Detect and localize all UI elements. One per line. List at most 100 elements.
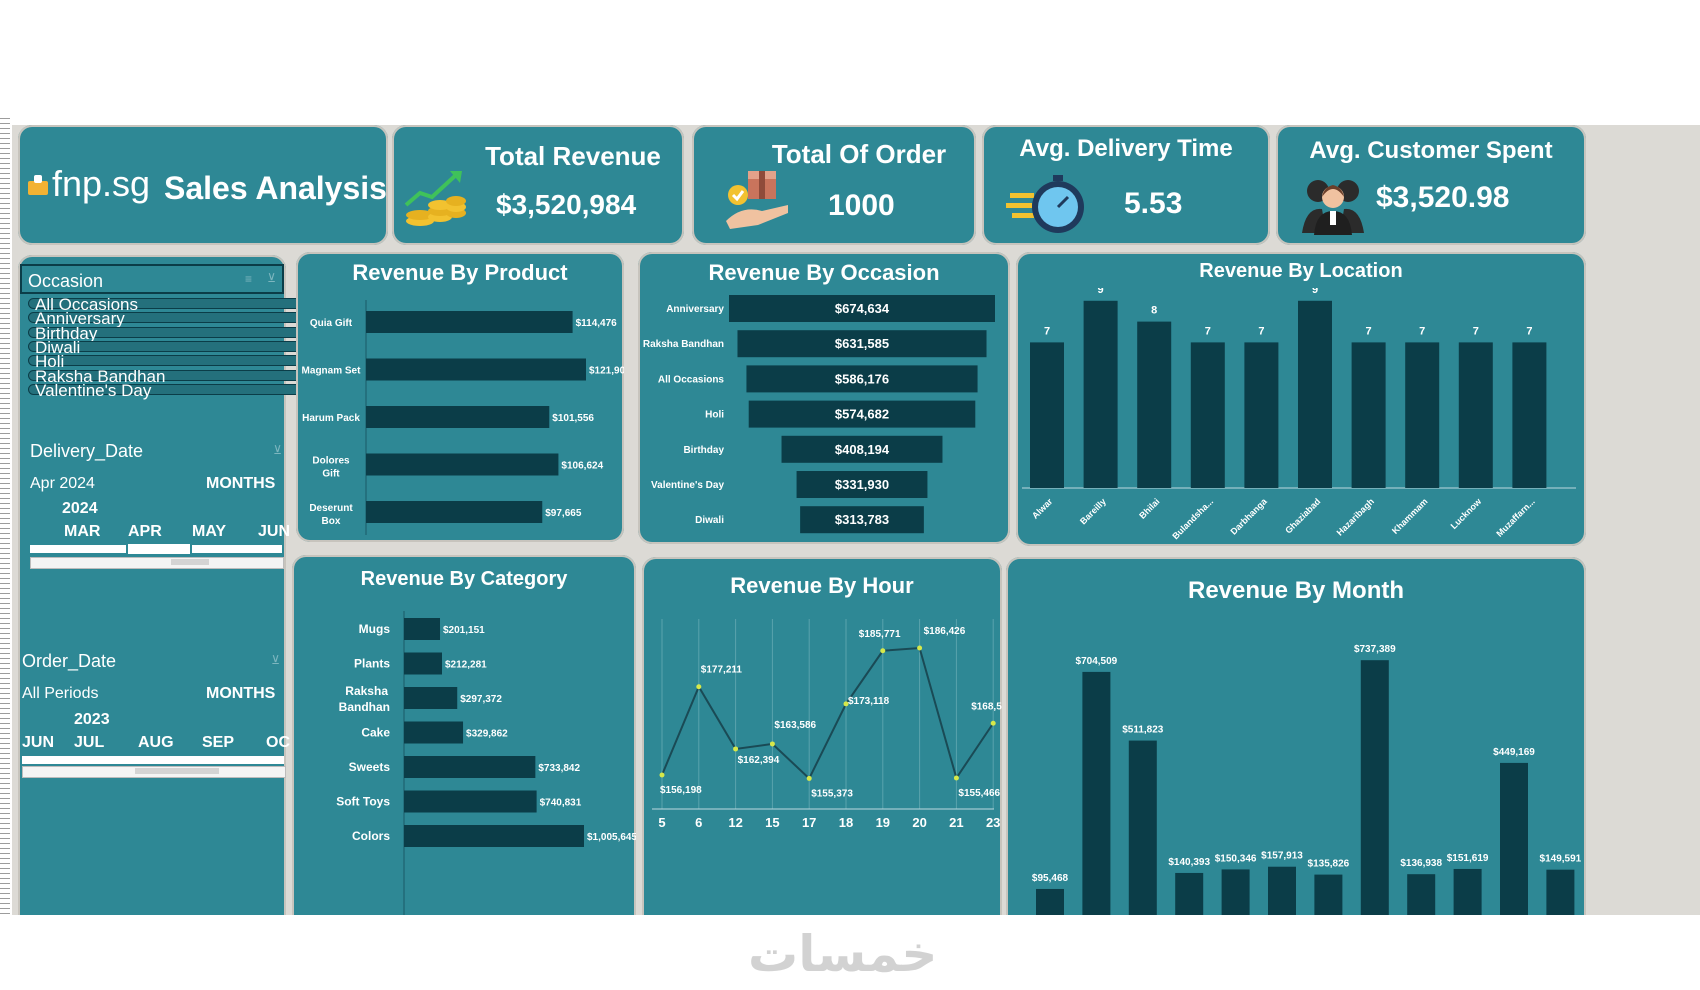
- chart-title: Revenue By Hour: [730, 573, 914, 598]
- scrollbar-thumb[interactable]: [171, 559, 209, 565]
- timeline-level[interactable]: MONTHS: [206, 685, 276, 702]
- timeline-month: JUN: [22, 734, 55, 751]
- bar: [1190, 342, 1225, 488]
- slicer-item[interactable]: Diwali: [28, 339, 304, 356]
- x-tick-label: 15: [765, 815, 779, 830]
- slicer-item[interactable]: Holi: [28, 353, 304, 370]
- delivery-date-timeline: Delivery_Date ⊻ Apr 2024 MONTHS 2024 MAR…: [20, 435, 290, 575]
- product-bar-chart: Quia Gift $114,476 Magnam Set $121,905 Harum…: [302, 300, 624, 535]
- chart-revenue-by-month: Revenue By Month $95,468 $704,509 $511,823…: [1006, 557, 1586, 915]
- data-label: $313,783: [835, 512, 889, 527]
- data-label: $704,509: [1076, 656, 1118, 667]
- header-panel: fnp.sg Sales Analysis: [18, 125, 388, 245]
- data-label: $136,938: [1400, 858, 1442, 869]
- slicer-item[interactable]: All Occasions: [28, 296, 304, 313]
- data-label: $150,346: [1215, 853, 1257, 864]
- x-tick-label: 20: [912, 815, 926, 830]
- bar: [1405, 342, 1440, 488]
- x-tick-label: 21: [949, 815, 963, 830]
- slicer-item[interactable]: Raksha Bandhan: [28, 368, 304, 385]
- timeline-selected-period[interactable]: [126, 544, 192, 554]
- bar: [1512, 342, 1547, 488]
- bar: [1407, 874, 1436, 915]
- data-label: $185,771: [859, 629, 901, 640]
- bar: [1268, 866, 1296, 915]
- slicer-item[interactable]: Valentine's Day: [28, 382, 304, 399]
- category-label: Lucknow: [1449, 496, 1484, 531]
- data-label: $168,511: [971, 701, 1002, 712]
- occasion-slicer: Occasion ≡ ⊻ All Occasions Anniversary Bir…: [20, 264, 304, 414]
- timeline-month: MAR: [64, 523, 101, 540]
- data-label: $140,393: [1168, 857, 1210, 868]
- series-line: [661, 646, 995, 781]
- timeline-scrollbar[interactable]: [22, 766, 286, 778]
- data-label: $740,831: [540, 798, 582, 809]
- bar: [366, 311, 573, 333]
- data-label: $737,389: [1354, 644, 1396, 655]
- data-point: [659, 772, 665, 778]
- data-label: $157,913: [1261, 851, 1303, 862]
- data-label: $151,619: [1447, 853, 1489, 864]
- timeline-selection: Apr 2024: [30, 475, 95, 492]
- timeline-month: AUG: [138, 734, 174, 751]
- slicer-item[interactable]: Anniversary: [28, 310, 304, 327]
- customers-icon: [1302, 180, 1364, 235]
- watermark-logo: خمسات: [748, 926, 938, 982]
- scrollbar-thumb[interactable]: [135, 768, 219, 774]
- bar: [1546, 869, 1575, 915]
- timeline-year: 2024: [62, 500, 98, 517]
- chart-revenue-by-location: Revenue By Location 7 Alwar 9 Bareilly 8 Bhil…: [1016, 252, 1586, 546]
- bar: [1036, 888, 1064, 915]
- hour-line-chart: $156,198 5 $177,211 6 $162,394 12 $163,586 15 $1…: [652, 619, 1002, 830]
- bar: [366, 358, 586, 381]
- clear-filter-icon[interactable]: ⊻: [267, 271, 276, 285]
- data-point: [880, 648, 886, 654]
- bar: [1314, 874, 1343, 915]
- data-point: [990, 720, 996, 726]
- category-label: Anniversary: [666, 304, 724, 315]
- data-label: 7: [1526, 325, 1532, 337]
- clear-filter-icon[interactable]: ⊻: [273, 443, 282, 457]
- category-label: Box: [322, 516, 341, 527]
- timeline-track[interactable]: [22, 756, 284, 764]
- category-label: Khammam: [1390, 496, 1430, 536]
- data-label: $95,468: [1032, 873, 1069, 884]
- category-label: Mugs: [359, 622, 391, 636]
- bar: [1175, 872, 1204, 915]
- slicer-item[interactable]: Birthday: [28, 325, 304, 342]
- data-label: 8: [1151, 305, 1157, 317]
- month-bar-chart: $95,468 $704,509 $511,823 $140,393 $150,346 $…: [1032, 644, 1582, 915]
- bar: [1298, 300, 1332, 488]
- bar: [1244, 342, 1279, 488]
- data-label: $574,682: [835, 407, 889, 422]
- bar: [1083, 300, 1118, 488]
- data-label: $163,586: [774, 720, 816, 731]
- category-label: Deserunt: [309, 503, 353, 514]
- data-point: [696, 684, 702, 690]
- timeline-scrollbar[interactable]: [30, 557, 284, 569]
- timeline-level[interactable]: MONTHS: [206, 475, 276, 492]
- clear-filter-icon[interactable]: ⊻: [271, 653, 280, 667]
- timeline-year: 2023: [74, 711, 110, 728]
- x-tick-label: 17: [802, 815, 816, 830]
- category-label: Soft Toys: [336, 795, 390, 809]
- kpi-total-orders: Total Of Order 1000: [692, 125, 976, 245]
- multi-select-icon[interactable]: ≡: [244, 272, 252, 286]
- chart-revenue-by-category: Revenue By Category Mugs $201,151 Plants $2…: [292, 555, 636, 915]
- bar: [366, 501, 543, 523]
- data-point: [953, 775, 959, 781]
- category-label: Valentine's Day: [651, 480, 724, 491]
- category-label: Diwali: [695, 515, 724, 526]
- kpi-avg-delivery: Avg. Delivery Time 5.53: [982, 125, 1270, 245]
- page-title: Sales Analysis: [164, 170, 387, 206]
- chart-revenue-by-occasion: Revenue By Occasion $674,634 Anniversary $…: [638, 252, 1010, 544]
- data-label: $101,556: [552, 413, 594, 424]
- x-tick-label: 5: [658, 815, 665, 830]
- category-label: Bulandsha...: [1170, 496, 1215, 541]
- data-label: $121,905: [589, 366, 624, 377]
- timeline-month: MAY: [192, 523, 227, 540]
- data-label: 7: [1258, 325, 1264, 337]
- data-label: $156,198: [660, 785, 702, 796]
- stopwatch-icon: [1006, 175, 1084, 233]
- data-point: [843, 701, 849, 707]
